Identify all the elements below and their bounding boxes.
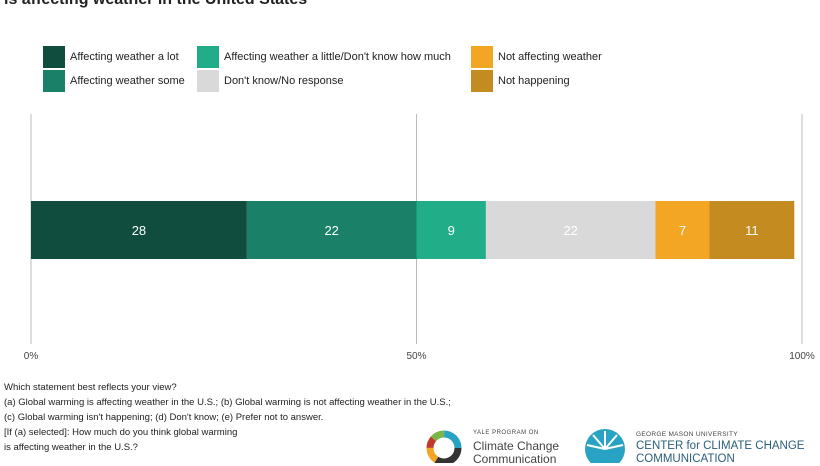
legend-swatch	[43, 70, 65, 92]
cccc-logo-line1: CENTER for CLIMATE CHANGE	[636, 440, 805, 452]
bar-segment-0	[31, 201, 247, 259]
bar-segment-3	[485, 201, 656, 259]
survey-question-notes: Which statement best reflects your view?…	[4, 380, 451, 455]
x-tick-label-0: 0%	[24, 351, 39, 362]
stacked-bar-chart: 28 22 9 22 7 11 0% 50% 100%	[24, 114, 815, 362]
bar-segment-1	[246, 201, 417, 259]
ycc-logo-small-text: YALE PROGRAM ON	[473, 430, 539, 436]
bar-value-label-1: 22	[324, 223, 338, 238]
notes-line: (c) Global warming isn't happening; (d) …	[4, 412, 324, 423]
legend-item-some: Affecting weather some	[43, 70, 185, 92]
bar-value-label-2: 9	[448, 223, 455, 238]
x-tick-label-2: 100%	[789, 351, 815, 362]
x-tick-label-1: 50%	[406, 351, 426, 362]
legend-swatch	[43, 46, 65, 68]
notes-line: [If (a) selected]: How much do you think…	[4, 427, 238, 438]
legend-swatch	[471, 70, 493, 92]
bar-value-label-5: 11	[745, 223, 759, 238]
legend-item-a-lot: Affecting weather a lot	[43, 46, 179, 68]
legend-item-not-affecting: Not affecting weather	[471, 46, 602, 68]
cccc-logo-icon	[585, 429, 625, 463]
cccc-logo-line2: COMMUNICATION	[636, 453, 735, 465]
bar-segment-5	[709, 201, 795, 259]
cccc-logo-small-text: GEORGE MASON UNIVERSITY	[636, 431, 738, 438]
notes-line: Which statement best reflects your view?	[4, 382, 177, 393]
bar-value-label-0: 28	[132, 223, 146, 238]
legend-swatch	[197, 46, 219, 68]
ycc-logo-line1: Climate Change	[473, 439, 560, 453]
bar-value-label-3: 22	[563, 223, 577, 238]
legend-label: Don't know/No response	[224, 75, 344, 87]
notes-line: (a) Global warming is affecting weather …	[4, 397, 451, 408]
notes-line: is affecting weather in the U.S.?	[4, 442, 138, 453]
ycc-logo-icon	[426, 430, 462, 463]
chart-title: is affecting weather in the United State…	[4, 0, 307, 10]
legend-swatch	[197, 70, 219, 92]
bar-segment-4	[655, 201, 710, 259]
legend-label: Not affecting weather	[498, 51, 602, 63]
legend-item-dont-know: Don't know/No response	[197, 70, 344, 92]
ycc-logo-line2: Communication	[473, 452, 557, 466]
legend-swatch	[471, 46, 493, 68]
bar-value-label-4: 7	[679, 223, 686, 238]
chart-tick-labels: 0% 50% 100%	[24, 351, 815, 362]
legend-label: Affecting weather some	[70, 75, 185, 87]
legend-item-a-little: Affecting weather a little/Don't know ho…	[197, 46, 451, 68]
chart-bars: 28 22 9 22 7 11	[31, 201, 795, 259]
bar-segment-2	[416, 201, 486, 259]
legend-label: Not happening	[498, 75, 570, 87]
legend-item-not-happening: Not happening	[471, 70, 570, 92]
legend-label: Affecting weather a lot	[70, 51, 179, 63]
legend-label: Affecting weather a little/Don't know ho…	[224, 51, 451, 63]
